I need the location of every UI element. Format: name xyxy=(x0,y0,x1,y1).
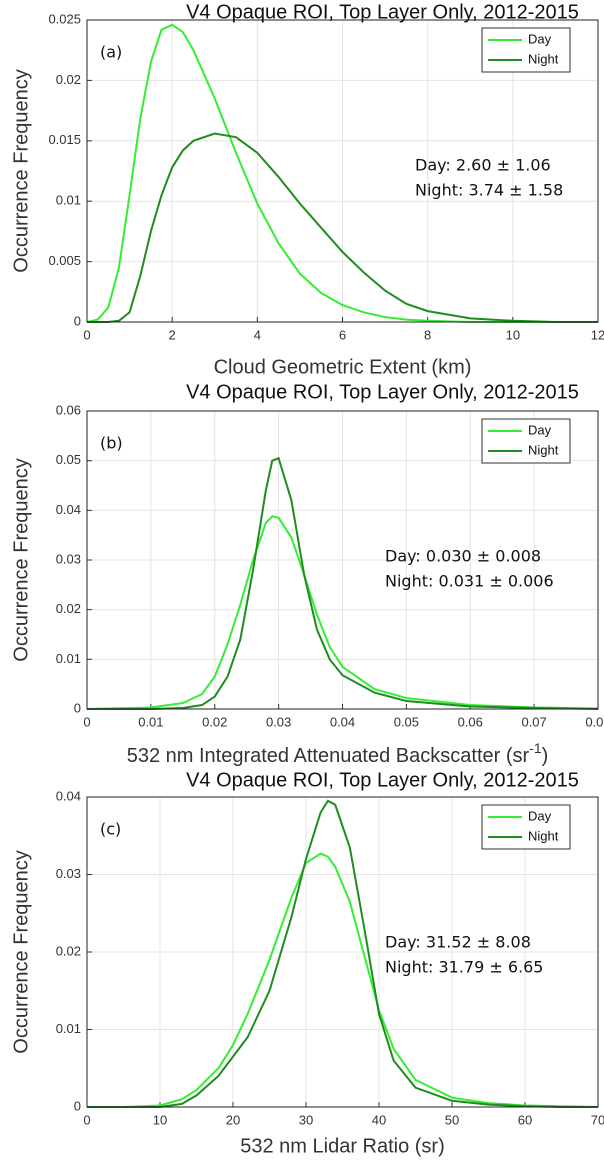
x-tick-label: 0.03 xyxy=(266,714,291,729)
y-tick-label: 0.025 xyxy=(48,11,81,26)
line-series xyxy=(86,515,599,710)
x-tick-label: 2 xyxy=(169,327,176,342)
x-tick-label: 4 xyxy=(254,327,261,342)
axes-frame xyxy=(86,19,599,323)
y-tick-label: 0.01 xyxy=(56,193,81,208)
stat-annotation: Night: 31.79 ± 6.65 xyxy=(385,958,543,977)
x-tick-label: 12 xyxy=(591,327,604,342)
y-tick-label: 0.03 xyxy=(56,551,81,566)
y-tick-label: 0.03 xyxy=(56,866,81,881)
legend-label: Day xyxy=(528,808,552,823)
y-tick-label: 0.01 xyxy=(56,1021,81,1036)
panel-label: (a) xyxy=(100,43,122,62)
x-tick-label: 8 xyxy=(424,327,431,342)
x-tick-label: 10 xyxy=(153,1112,167,1127)
stat-annotation: Day: 31.52 ± 8.08 xyxy=(385,933,531,952)
legend-box xyxy=(481,418,571,464)
axes-frame xyxy=(86,796,599,1108)
y-axis-label: Occurrence Frequency xyxy=(10,850,32,1053)
x-axis-label: 532 nm Integrated Attenuated Backscatter… xyxy=(127,740,549,768)
legend-label: Night xyxy=(528,442,559,457)
panel-label: (c) xyxy=(100,820,121,839)
x-axis-label: Cloud Geometric Extent (km) xyxy=(214,356,472,378)
line-series xyxy=(87,799,598,1108)
y-tick-label: 0 xyxy=(74,1098,81,1113)
y-tick-label: 0.015 xyxy=(48,132,81,147)
axes-frame xyxy=(86,410,599,710)
x-axis-label-part: ) xyxy=(542,745,549,767)
stat-annotation: Day: 2.60 ± 1.06 xyxy=(415,156,551,175)
x-axis-label-part: -1 xyxy=(529,740,542,756)
x-tick-label: 0.05 xyxy=(394,714,419,729)
line-series xyxy=(87,852,599,1108)
line-series xyxy=(87,456,599,710)
y-tick-label: 0 xyxy=(74,700,81,715)
x-axis-label-part: 532 nm Integrated Attenuated Backscatter… xyxy=(127,745,530,767)
legend-box xyxy=(481,27,571,73)
chart-title: V4 Opaque ROI, Top Layer Only, 2012-2015 xyxy=(186,769,579,791)
x-tick-label: 60 xyxy=(518,1112,532,1127)
y-tick-label: 0.05 xyxy=(56,452,81,467)
y-tick-label: 0.02 xyxy=(56,72,81,87)
line-series xyxy=(86,23,598,323)
stat-annotation: Night: 3.74 ± 1.58 xyxy=(415,181,563,200)
y-tick-label: 0.01 xyxy=(56,651,81,666)
chart-title: V4 Opaque ROI, Top Layer Only, 2012-2015 xyxy=(186,381,579,403)
y-axis-label: Occurrence Frequency xyxy=(10,458,32,661)
x-tick-label: 40 xyxy=(372,1112,386,1127)
y-tick-label: 0.005 xyxy=(48,253,81,268)
x-tick-label: 0 xyxy=(83,327,90,342)
y-tick-label: 0.02 xyxy=(56,943,81,958)
y-tick-label: 0.04 xyxy=(56,502,81,517)
x-tick-label: 30 xyxy=(299,1112,313,1127)
y-tick-label: 0 xyxy=(74,313,81,328)
y-tick-label: 0.06 xyxy=(56,402,81,417)
x-tick-label: 0.04 xyxy=(330,714,355,729)
stat-annotation: Night: 0.031 ± 0.006 xyxy=(385,572,554,591)
x-tick-label: 0.02 xyxy=(202,714,227,729)
x-tick-label: 0.08 xyxy=(585,714,604,729)
legend-label: Night xyxy=(528,828,559,843)
x-axis-label: 532 nm Lidar Ratio (sr) xyxy=(240,1135,445,1157)
x-tick-label: 10 xyxy=(506,327,520,342)
x-tick-label: 50 xyxy=(445,1112,459,1127)
y-tick-label: 0.02 xyxy=(56,601,81,616)
x-tick-label: 0 xyxy=(83,714,90,729)
legend-label: Day xyxy=(528,422,552,437)
x-tick-label: 70 xyxy=(591,1112,604,1127)
y-tick-label: 0.04 xyxy=(56,788,81,803)
x-tick-label: 20 xyxy=(226,1112,240,1127)
x-tick-label: 0.06 xyxy=(458,714,483,729)
line-series xyxy=(87,132,598,323)
x-tick-label: 0.01 xyxy=(138,714,163,729)
chart-title: V4 Opaque ROI, Top Layer Only, 2012-2015 xyxy=(186,1,579,23)
x-tick-label: 6 xyxy=(339,327,346,342)
stat-annotation: Day: 0.030 ± 0.008 xyxy=(385,547,541,566)
panel-label: (b) xyxy=(100,434,123,453)
y-axis-label: Occurrence Frequency xyxy=(10,69,32,272)
x-tick-label: 0.07 xyxy=(521,714,546,729)
x-tick-label: 0 xyxy=(83,1112,90,1127)
legend-label: Day xyxy=(528,31,552,46)
legend-box xyxy=(481,804,571,850)
legend-label: Night xyxy=(528,51,559,66)
